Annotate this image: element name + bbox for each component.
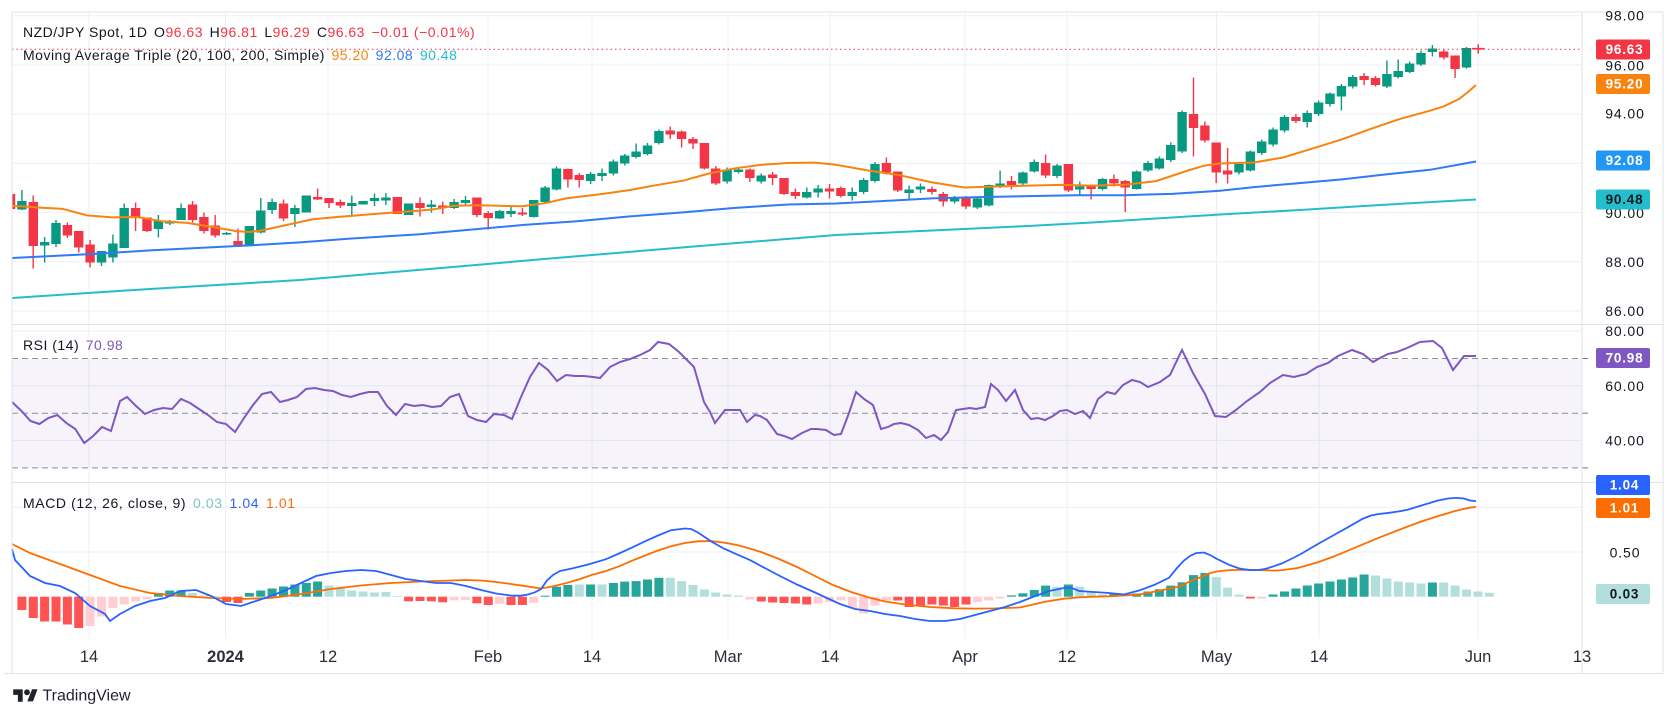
svg-text:95.20: 95.20: [1606, 77, 1644, 92]
svg-text:92.08: 92.08: [1606, 153, 1644, 168]
svg-text:12: 12: [319, 648, 337, 666]
svg-text:Jun: Jun: [1465, 648, 1492, 666]
svg-text:80.00: 80.00: [1605, 323, 1645, 339]
svg-text:86.00: 86.00: [1605, 303, 1645, 319]
svg-text:Mar: Mar: [714, 648, 743, 666]
svg-text:98.00: 98.00: [1605, 8, 1645, 24]
svg-text:88.00: 88.00: [1605, 254, 1645, 270]
svg-text:0.03: 0.03: [1610, 587, 1639, 602]
svg-text:13: 13: [1573, 648, 1591, 666]
svg-text:0.50: 0.50: [1610, 545, 1641, 561]
svg-text:2024: 2024: [207, 648, 245, 666]
svg-text:14: 14: [583, 648, 601, 666]
svg-text:TradingView: TradingView: [43, 687, 131, 704]
svg-text:94.00: 94.00: [1605, 106, 1645, 122]
svg-text:MACD (12, 26, close, 9) 0.03: MACD (12, 26, close, 9) 0.03 1.04 1.01: [23, 495, 296, 511]
svg-text:40.00: 40.00: [1605, 432, 1645, 448]
svg-text:1.04: 1.04: [1610, 478, 1639, 493]
svg-text:Feb: Feb: [474, 648, 502, 666]
svg-text:14: 14: [80, 648, 98, 666]
svg-text:14: 14: [1310, 648, 1328, 666]
svg-text:14: 14: [821, 648, 839, 666]
svg-text:96.63: 96.63: [1606, 42, 1644, 57]
svg-text:90.48: 90.48: [1606, 192, 1644, 207]
svg-text:96.00: 96.00: [1605, 58, 1645, 74]
svg-text:Apr: Apr: [952, 648, 978, 666]
svg-text:Moving Average Triple (20, 100: Moving Average Triple (20, 100, 200, Sim…: [23, 47, 457, 63]
svg-text:12: 12: [1058, 648, 1076, 666]
svg-text:1.01: 1.01: [1610, 501, 1639, 516]
svg-text:May: May: [1201, 648, 1233, 666]
svg-text:NZD/JPY Spot, 1D O96.63 H96.: NZD/JPY Spot, 1D O96.63 H96.81 L96.29 C9…: [23, 24, 475, 40]
svg-text:RSI (14) 70.98: RSI (14) 70.98: [23, 337, 123, 353]
svg-text:70.98: 70.98: [1606, 351, 1644, 366]
svg-text:60.00: 60.00: [1605, 378, 1645, 394]
